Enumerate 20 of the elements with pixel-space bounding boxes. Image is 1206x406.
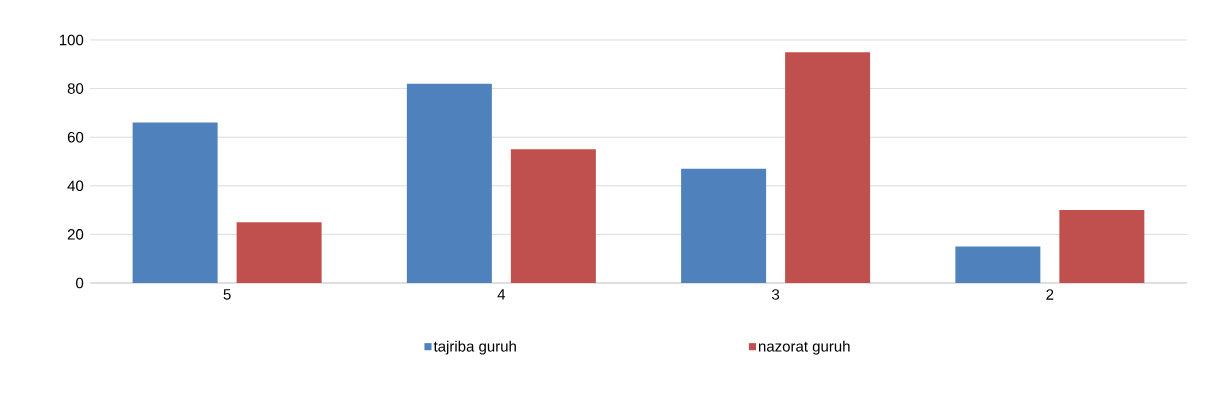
bar <box>510 149 596 283</box>
x-tick-label: 3 <box>772 289 780 300</box>
x-tick-label: 4 <box>497 289 506 300</box>
bar <box>955 246 1041 283</box>
x-tick-label: 5 <box>223 289 231 300</box>
y-tick-label: 0 <box>76 277 84 289</box>
bar <box>236 222 322 283</box>
bar <box>1059 210 1145 283</box>
legend-label: nazorat guruh <box>758 340 850 355</box>
bar <box>681 168 767 283</box>
y-tick-label: 80 <box>67 83 84 94</box>
x-tick-label: 2 <box>1046 289 1054 300</box>
bar <box>406 83 492 283</box>
y-tick-label: 20 <box>67 229 84 240</box>
bar <box>132 122 218 283</box>
y-tick-label: 40 <box>67 180 84 192</box>
y-tick-label: 60 <box>67 131 84 143</box>
bar <box>785 52 871 283</box>
legend-label: tajriba guruh <box>433 340 516 355</box>
y-tick-label: 100 <box>59 34 84 46</box>
